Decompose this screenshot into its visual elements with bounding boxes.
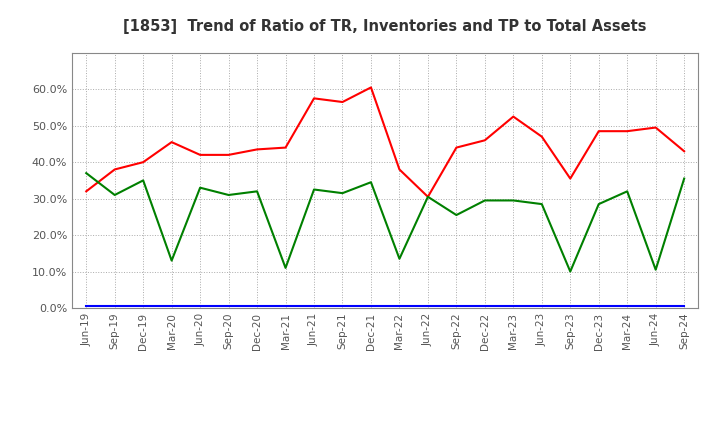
Inventories (452, 304, 461, 309)
Trade Receivables (680, 149, 688, 154)
Inventories (423, 304, 432, 309)
Trade Receivables (509, 114, 518, 119)
Trade Payables (480, 198, 489, 203)
Inventories (480, 304, 489, 309)
Trade Payables (595, 202, 603, 207)
Trade Receivables (282, 145, 290, 150)
Inventories (225, 304, 233, 309)
Trade Receivables (423, 194, 432, 199)
Trade Receivables (253, 147, 261, 152)
Trade Payables (566, 269, 575, 274)
Trade Payables (310, 187, 318, 192)
Trade Receivables (338, 99, 347, 105)
Inventories (595, 304, 603, 309)
Trade Receivables (225, 152, 233, 158)
Line: Trade Receivables: Trade Receivables (86, 88, 684, 197)
Inventories (282, 304, 290, 309)
Trade Payables (167, 258, 176, 263)
Trade Receivables (310, 96, 318, 101)
Inventories (395, 304, 404, 309)
Inventories (652, 304, 660, 309)
Trade Receivables (452, 145, 461, 150)
Trade Payables (253, 189, 261, 194)
Inventories (310, 304, 318, 309)
Trade Payables (196, 185, 204, 191)
Trade Payables (395, 256, 404, 261)
Trade Receivables (366, 85, 375, 90)
Trade Receivables (110, 167, 119, 172)
Text: [1853]  Trend of Ratio of TR, Inventories and TP to Total Assets: [1853] Trend of Ratio of TR, Inventories… (123, 19, 647, 34)
Trade Payables (452, 213, 461, 218)
Inventories (253, 304, 261, 309)
Inventories (509, 304, 518, 309)
Trade Receivables (652, 125, 660, 130)
Inventories (623, 304, 631, 309)
Trade Payables (423, 194, 432, 199)
Inventories (566, 304, 575, 309)
Trade Payables (680, 176, 688, 181)
Inventories (139, 304, 148, 309)
Trade Payables (623, 189, 631, 194)
Inventories (338, 304, 347, 309)
Trade Receivables (537, 134, 546, 139)
Trade Payables (366, 180, 375, 185)
Inventories (82, 304, 91, 309)
Trade Payables (652, 267, 660, 272)
Trade Receivables (139, 160, 148, 165)
Trade Payables (338, 191, 347, 196)
Trade Receivables (623, 128, 631, 134)
Inventories (167, 304, 176, 309)
Trade Payables (537, 202, 546, 207)
Trade Receivables (480, 138, 489, 143)
Trade Receivables (167, 139, 176, 145)
Inventories (537, 304, 546, 309)
Inventories (196, 304, 204, 309)
Trade Payables (509, 198, 518, 203)
Line: Trade Payables: Trade Payables (86, 173, 684, 271)
Inventories (110, 304, 119, 309)
Inventories (680, 304, 688, 309)
Trade Receivables (566, 176, 575, 181)
Trade Receivables (395, 167, 404, 172)
Trade Receivables (82, 189, 91, 194)
Trade Receivables (595, 128, 603, 134)
Inventories (366, 304, 375, 309)
Trade Payables (82, 170, 91, 176)
Trade Payables (139, 178, 148, 183)
Trade Receivables (196, 152, 204, 158)
Trade Payables (282, 265, 290, 271)
Trade Payables (225, 192, 233, 198)
Trade Payables (110, 192, 119, 198)
